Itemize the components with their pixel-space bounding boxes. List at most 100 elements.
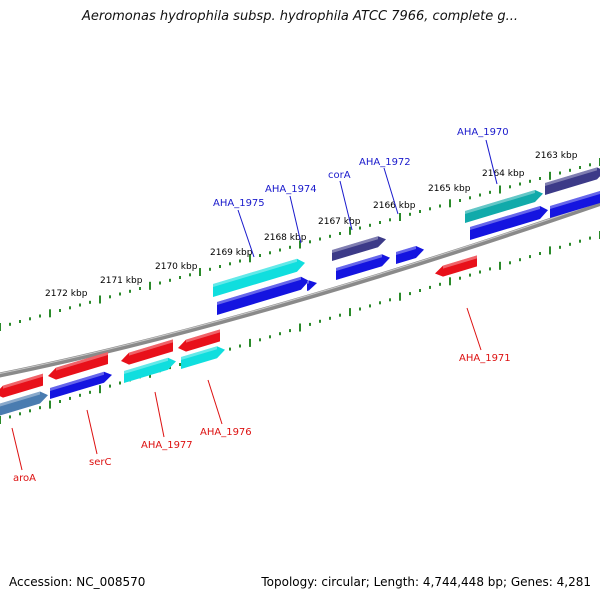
scale-dot <box>429 285 431 289</box>
gene-blue-aha1972 <box>396 246 424 264</box>
scale-dot <box>549 171 551 180</box>
leader-serc <box>86 409 98 455</box>
gene-teal-aha1970 <box>465 190 543 223</box>
scale-dot <box>439 204 441 208</box>
gene-label-aroa: aroA <box>13 473 36 484</box>
gene-blue-cora <box>336 254 390 280</box>
tick-label-2163: 2163 kbp <box>535 151 578 161</box>
scale-dot <box>79 303 81 307</box>
scale-dot <box>89 300 91 304</box>
scale-dot <box>29 409 31 413</box>
tick-label-2171: 2171 kbp <box>100 276 143 286</box>
scale-dot <box>449 199 451 208</box>
tick-label-2169: 2169 kbp <box>210 248 253 258</box>
leader-aha1975 <box>237 209 255 258</box>
gene-label-aha1977: AHA_1977 <box>141 440 193 451</box>
gene-blue-upper-right <box>550 190 600 218</box>
scale-dot <box>59 400 61 403</box>
scale-dot <box>19 320 21 323</box>
scale-dot <box>259 338 261 342</box>
scale-dot <box>429 207 431 211</box>
genome-backbone <box>0 200 600 378</box>
scale-dot <box>259 254 261 257</box>
map-title: Aeromonas hydrophila subsp. hydrophila A… <box>81 9 519 24</box>
scale-dot <box>539 177 541 180</box>
topology-text: Topology: circular; Length: 4,744,448 bp… <box>261 575 591 589</box>
scale-dot <box>519 182 521 186</box>
scale-dot <box>369 304 371 308</box>
scale-dot <box>569 168 571 172</box>
scale-dot <box>409 212 411 216</box>
gene-label-aha1975: AHA_1975 <box>213 198 265 209</box>
scale-dot <box>299 240 301 249</box>
scale-dot <box>269 335 271 339</box>
scale-dot <box>79 393 81 397</box>
scale-dot <box>489 190 491 194</box>
scale-dot <box>249 254 251 263</box>
scale-dot <box>399 292 401 301</box>
gene-steel-aroa <box>0 391 48 416</box>
scale-dot <box>49 309 51 318</box>
scale-dot <box>89 390 91 394</box>
scale-dot <box>179 363 181 366</box>
gene-navy-right <box>545 167 600 195</box>
scale-dot <box>99 385 101 394</box>
scale-dot <box>469 196 471 200</box>
scale-dot <box>479 193 481 197</box>
scale-dot <box>119 381 121 385</box>
scale-dot <box>349 226 351 235</box>
scale-dot <box>49 400 51 409</box>
scale-dot <box>379 221 381 224</box>
scale-dot <box>349 308 351 317</box>
scale-dot <box>539 252 541 255</box>
scale-dot <box>389 298 391 302</box>
scale-dot <box>569 242 571 246</box>
scale-dot <box>69 396 71 400</box>
gene-cyan-aha1976 <box>181 346 225 369</box>
scale-dot <box>589 163 591 167</box>
scale-dot <box>229 347 231 351</box>
leader-aroa <box>11 427 23 471</box>
gene-label-aha1971: AHA_1971 <box>459 353 511 364</box>
scale-dot <box>579 239 581 243</box>
scale-dot <box>379 301 381 305</box>
scale-dot <box>299 323 301 332</box>
tick-label-2167: 2167 kbp <box>318 217 361 227</box>
scale-dot <box>239 259 241 263</box>
scale-dot <box>329 234 331 238</box>
gene-red-left-a <box>178 329 220 352</box>
gene-blue-serc <box>50 371 112 399</box>
gene-blue-aha1975 <box>217 276 309 315</box>
scale-dot <box>139 287 141 290</box>
scale-dot <box>389 218 391 222</box>
scale-dot <box>439 282 441 286</box>
gene-cyan-aha1974 <box>213 258 305 297</box>
scale-dot <box>69 306 71 310</box>
scale-dot <box>409 292 411 296</box>
scale-dot <box>159 281 161 285</box>
scale-dot <box>559 171 561 175</box>
scale-dot <box>169 278 171 282</box>
scale-dot <box>129 289 131 293</box>
scale-dot <box>449 277 451 286</box>
scale-dot <box>0 416 1 424</box>
scale-dot <box>39 406 41 410</box>
tick-label-2166: 2166 kbp <box>373 201 416 211</box>
gene-label-cora: corA <box>328 170 351 181</box>
gene-label-aha1972: AHA_1972 <box>359 157 411 168</box>
gene-red-left-b <box>121 339 173 365</box>
gene-label-aha1974: AHA_1974 <box>265 184 317 195</box>
scale-dot <box>9 322 11 326</box>
scale-dot <box>589 236 591 240</box>
gene-red-left-c <box>48 352 108 380</box>
tick-label-2172: 2172 kbp <box>45 289 88 299</box>
gene-navy-cora <box>332 236 386 261</box>
scale-dot <box>519 258 521 262</box>
scale-dot <box>39 314 41 318</box>
scale-dot <box>199 268 201 276</box>
scale-dot <box>209 267 211 271</box>
gene-label-serc: serC <box>89 457 111 468</box>
scale-dot <box>9 415 11 419</box>
scale-dot <box>469 273 471 277</box>
scale-dot <box>289 329 291 333</box>
